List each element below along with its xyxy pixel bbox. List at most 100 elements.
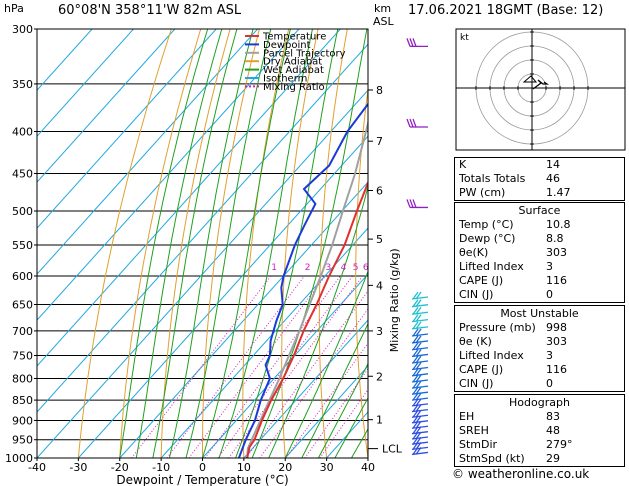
wind-barb-flag bbox=[412, 420, 419, 429]
hodograph-storm-marker bbox=[522, 75, 538, 83]
row-value: 3 bbox=[546, 349, 553, 362]
table-row: Temp (°C) 10.8 bbox=[455, 218, 624, 232]
table-row: Dewp (°C) 8.8 bbox=[455, 232, 624, 246]
dry-adiabat-line bbox=[119, 29, 202, 458]
pressure-tick-label: 350 bbox=[12, 78, 33, 91]
isotherm-line bbox=[37, 29, 217, 229]
km-tick-label: 2 bbox=[376, 370, 383, 383]
wet-adiabat-line bbox=[218, 29, 313, 458]
wind-barbs bbox=[406, 38, 429, 456]
wind-barb-flag bbox=[406, 38, 411, 47]
hpa-label: hPa bbox=[4, 2, 24, 15]
table-row: Totals Totals 46 bbox=[455, 172, 624, 186]
row-value: 29 bbox=[546, 452, 560, 465]
wind-barb-flag bbox=[412, 415, 419, 424]
row-value: 0 bbox=[546, 377, 553, 390]
wind-barb bbox=[411, 403, 429, 407]
table-row: CIN (J) 0 bbox=[455, 377, 624, 391]
wind-barb bbox=[411, 373, 429, 377]
isotherm-line bbox=[37, 89, 368, 458]
km-tick-label: 5 bbox=[376, 233, 383, 246]
pressure-tick-label: 550 bbox=[12, 239, 33, 252]
dry-adiabat-line bbox=[242, 29, 290, 458]
wind-barb-flag bbox=[412, 328, 419, 337]
wind-barb bbox=[411, 304, 429, 308]
row-label: θe (K) bbox=[459, 335, 492, 348]
km-tick-label: 8 bbox=[376, 84, 383, 97]
row-value: 1.47 bbox=[546, 186, 571, 199]
row-label: CIN (J) bbox=[459, 288, 494, 301]
mixing-ratio-line bbox=[166, 275, 305, 458]
mixing-ratio-tick-label: 15 bbox=[414, 263, 425, 273]
plot-frame bbox=[36, 28, 369, 459]
isotherm-line bbox=[37, 29, 134, 137]
wind-barb-flag bbox=[415, 415, 422, 424]
wind-barb-flag bbox=[412, 368, 419, 377]
table-row: PW (cm) 1.47 bbox=[455, 186, 624, 200]
location-title: 60°08'N 358°11'W 82m ASL bbox=[58, 3, 242, 18]
wind-barb-flag bbox=[412, 441, 419, 450]
table-row: CAPE (J) 116 bbox=[455, 274, 624, 288]
wind-barb-flag bbox=[415, 314, 422, 323]
row-label: PW (cm) bbox=[459, 186, 506, 199]
row-value: 303 bbox=[546, 246, 567, 259]
hodograph-trace bbox=[532, 79, 549, 90]
lcl-label: LCL bbox=[382, 443, 403, 456]
mixing-ratio-line bbox=[245, 290, 368, 458]
wind-barb bbox=[411, 360, 429, 364]
row-label: CAPE (J) bbox=[459, 274, 504, 287]
mixing-ratio-tick-label: 5 bbox=[353, 263, 359, 273]
table-row: StmSpd (kt) 29 bbox=[455, 452, 624, 466]
table-row: CIN (J) 0 bbox=[455, 288, 624, 302]
row-label: StmSpd (kt) bbox=[459, 452, 525, 465]
temperature-tick-label: -30 bbox=[69, 461, 87, 474]
wind-barb-flag bbox=[415, 306, 422, 315]
wet-adiabat-line bbox=[202, 29, 291, 458]
pressure-tick-label: 900 bbox=[12, 414, 33, 427]
table-row: CAPE (J) 116 bbox=[455, 363, 624, 377]
row-value: 83 bbox=[546, 410, 560, 423]
mixing-ratio-line bbox=[319, 388, 368, 458]
wet-adiabat-line bbox=[235, 29, 339, 458]
most-unstable-table: Most Unstable Pressure (mb) 998 θe (K) 303 L… bbox=[454, 305, 625, 392]
wind-barb-flag bbox=[412, 436, 419, 445]
dry-adiabat-line bbox=[391, 29, 409, 458]
mixing-ratio-line bbox=[228, 275, 364, 458]
temperature-tick-label: 30 bbox=[320, 461, 334, 474]
mixing-ratio-axis-label: Mixing Ratio (g/kg) bbox=[388, 248, 401, 352]
dry-adiabat-line bbox=[355, 84, 368, 458]
wind-barb bbox=[411, 385, 429, 389]
hodograph-table-title: Hodograph bbox=[509, 396, 570, 409]
wind-barb-flag bbox=[415, 328, 422, 337]
wind-barb bbox=[411, 366, 429, 371]
wind-barb-flag bbox=[412, 431, 419, 440]
wet-adiabat-line bbox=[135, 29, 223, 458]
row-label: CIN (J) bbox=[459, 377, 494, 390]
wind-barb-flag bbox=[412, 426, 419, 435]
wind-barb-flag bbox=[412, 355, 419, 364]
wind-barb-flag bbox=[412, 335, 419, 344]
temperature-tick-label: 10 bbox=[237, 461, 251, 474]
temperature-tick-label: 20 bbox=[278, 461, 292, 474]
mixing-ratio-tick-label: 8 bbox=[379, 263, 385, 273]
temperature-tick-label: -20 bbox=[111, 461, 129, 474]
wet-adiabat-line bbox=[317, 362, 368, 458]
wind-barb bbox=[411, 340, 429, 344]
wind-barb-flag bbox=[415, 447, 422, 455]
pressure-tick-label: 950 bbox=[12, 434, 33, 447]
row-value: 116 bbox=[546, 274, 567, 287]
surface-title: Surface bbox=[518, 204, 561, 217]
legend-entry: Mixing Ratio bbox=[263, 82, 325, 93]
mixing-ratio-line bbox=[259, 308, 368, 458]
wind-barb bbox=[411, 311, 429, 315]
mixing-ratio-tick-label: 2 bbox=[305, 263, 311, 273]
wind-barb-flag bbox=[412, 409, 419, 418]
wind-barb-flag bbox=[412, 314, 419, 323]
mixing-ratio-line bbox=[217, 275, 353, 458]
pressure-tick-label: 400 bbox=[12, 126, 33, 139]
wind-barb bbox=[411, 397, 429, 401]
mixing-ratio-line bbox=[131, 275, 272, 458]
wind-barb-flag bbox=[409, 199, 414, 208]
km-tick-label: 3 bbox=[376, 325, 383, 338]
mixing-ratio-line bbox=[304, 368, 368, 458]
